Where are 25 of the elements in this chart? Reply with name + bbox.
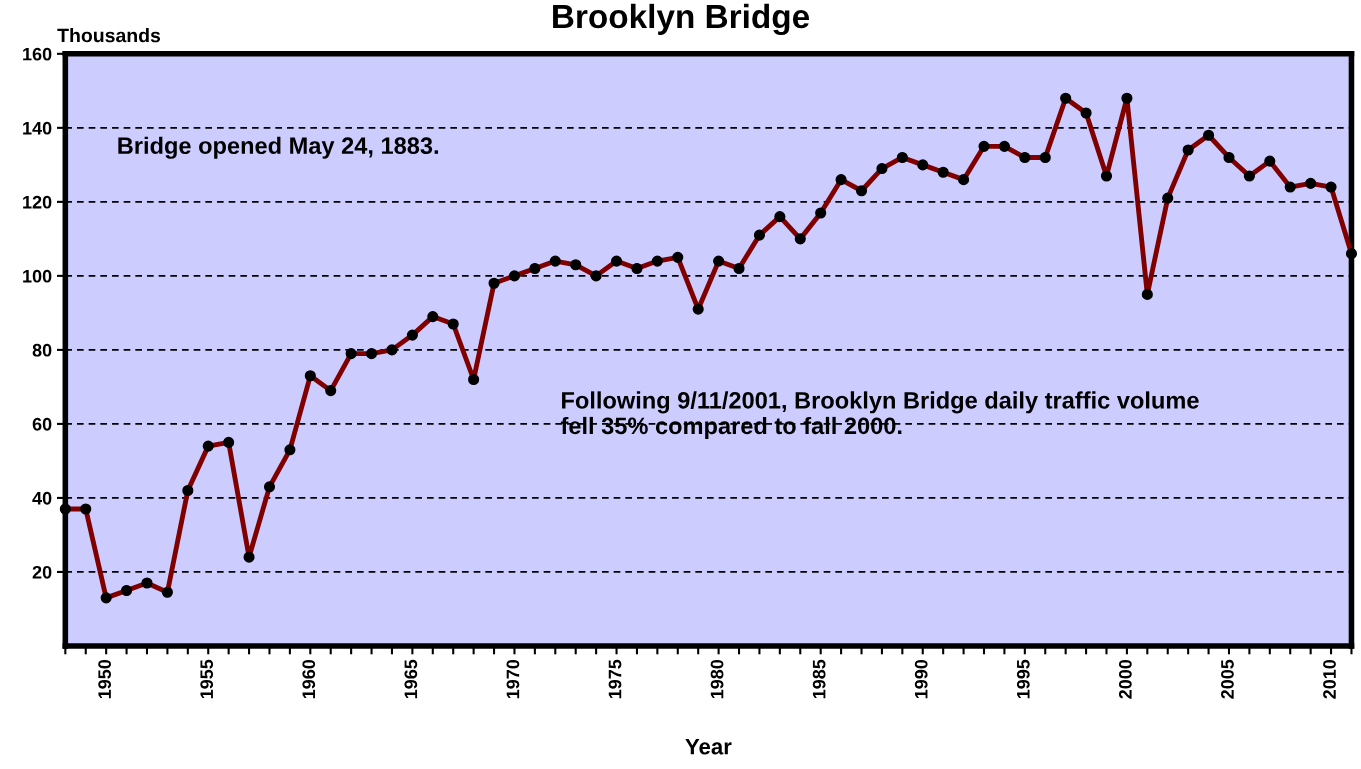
- x-tick-label: 1960: [302, 659, 316, 699]
- y-tick-label: 60: [32, 417, 52, 431]
- x-tick-label: 2000: [1118, 659, 1132, 699]
- x-tick-label: 1980: [710, 659, 724, 699]
- y-tick-label: 140: [23, 121, 52, 135]
- x-tick-label: 1950: [98, 659, 111, 699]
- y-tick-label: 80: [32, 343, 52, 357]
- y-tick-label: 20: [32, 565, 52, 579]
- x-tick-label: 1970: [506, 659, 520, 699]
- y-tick-label: 40: [32, 491, 52, 505]
- y-tick-label: 160: [23, 47, 52, 61]
- y-tick-label: 100: [23, 269, 52, 283]
- x-tick-label: 1985: [812, 659, 826, 699]
- x-tick-label: 1995: [1016, 659, 1030, 699]
- x-tick-label: 2005: [1221, 659, 1234, 699]
- x-tick-label: 1975: [608, 659, 622, 699]
- chart-title: Brooklyn Bridge: [553, 3, 810, 36]
- x-tick-label: 1965: [404, 659, 418, 699]
- annotation: Bridge opened May 24, 1883.: [118, 136, 438, 159]
- y-tick-label: 120: [23, 195, 52, 209]
- x-tick-label: 1990: [914, 659, 928, 699]
- x-tick-label: 2010: [1323, 659, 1336, 699]
- x-axis-title: Year: [685, 739, 732, 755]
- x-tick-label: 1955: [200, 659, 214, 699]
- y-axis-title: Thousands: [57, 28, 161, 43]
